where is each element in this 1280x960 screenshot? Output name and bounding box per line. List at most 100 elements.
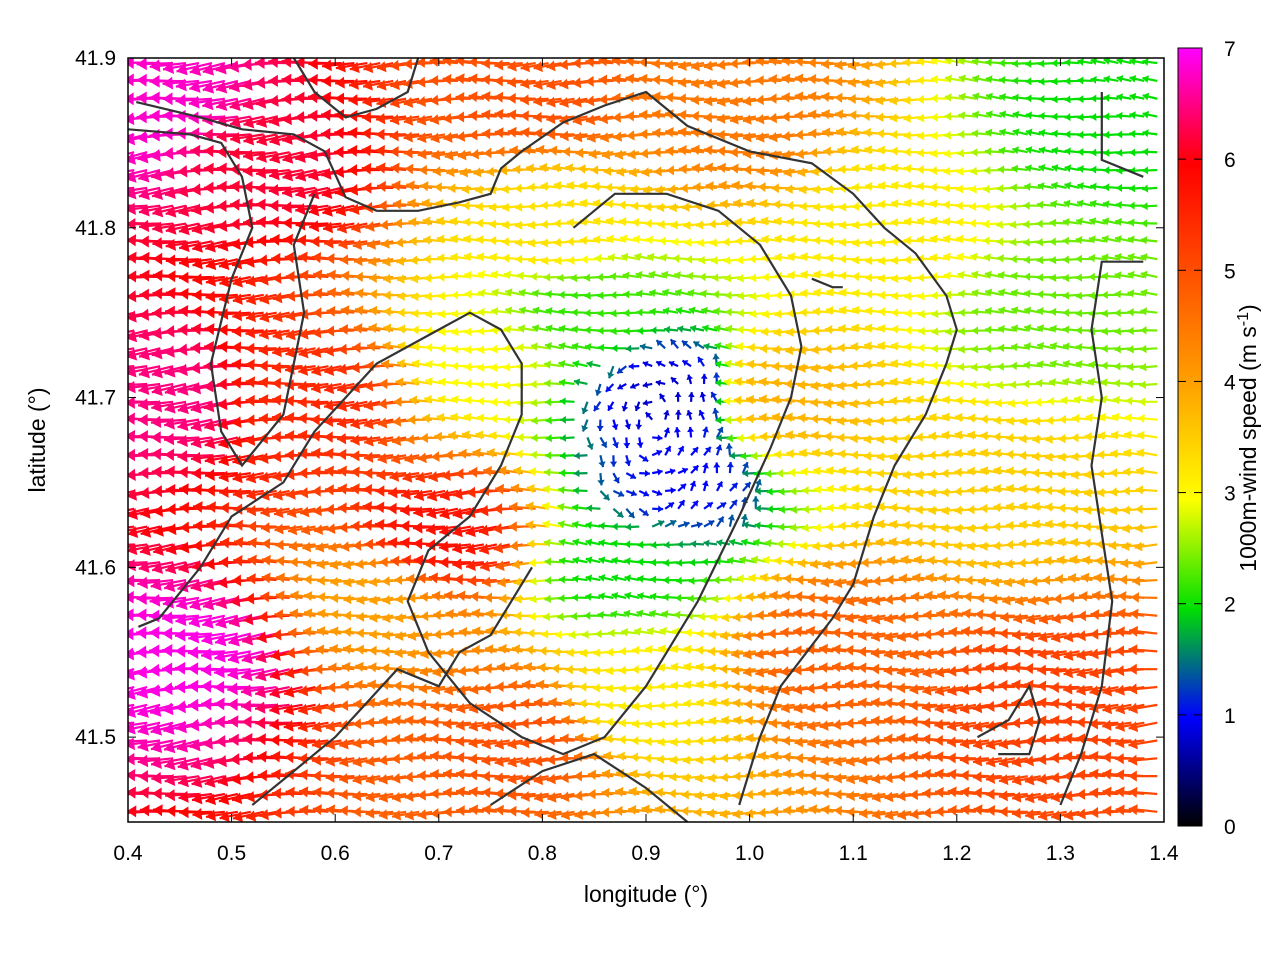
wind-arrow: [1089, 787, 1119, 799]
wind-arrow: [960, 721, 990, 733]
wind-arrow: [1132, 575, 1158, 587]
wind-arrow: [859, 577, 886, 588]
wind-arrow: [404, 809, 433, 821]
wind-arrow: [442, 768, 472, 780]
x-tick-label: 0.7: [424, 842, 453, 865]
wind-arrow: [1115, 804, 1145, 816]
wind-arrow: [597, 610, 614, 620]
wind-arrow: [303, 558, 329, 569]
wind-arrow: [972, 662, 1002, 674]
wind-arrow: [702, 480, 709, 492]
wind-arrow: [572, 574, 588, 583]
wind-arrow: [985, 681, 1015, 693]
wind-arrow: [1129, 148, 1145, 157]
wind-arrow: [405, 573, 433, 585]
x-tick-label: 0.8: [528, 842, 557, 865]
wind-arrow: [355, 661, 381, 672]
wind-arrow: [495, 681, 523, 693]
wind-arrow: [687, 426, 695, 438]
wind-arrow: [326, 681, 355, 693]
wind-arrow: [1076, 700, 1106, 713]
wind-arrow: [677, 93, 705, 104]
y-tick-label: 41.8: [75, 217, 116, 240]
wind-arrow: [1024, 735, 1054, 747]
wind-arrow: [655, 360, 666, 368]
wind-arrow: [560, 434, 575, 442]
wind-arrow: [958, 111, 977, 120]
wind-arrow: [534, 808, 562, 820]
wind-arrow: [998, 146, 1015, 155]
wind-arrow: [1090, 165, 1106, 174]
wind-arrow: [339, 756, 368, 768]
wind-arrow: [204, 558, 238, 571]
wind-arrow: [545, 416, 562, 425]
wind-arrow: [420, 648, 446, 660]
wind-arrow: [354, 679, 381, 691]
wind-arrow: [676, 558, 692, 567]
wind-arrow: [783, 786, 808, 797]
wind-arrow: [297, 721, 329, 733]
wind-arrow: [546, 715, 575, 727]
wind-arrow: [559, 468, 575, 478]
wind-arrow: [528, 558, 549, 568]
wind-arrow: [1128, 804, 1158, 816]
wind-arrow: [921, 701, 951, 713]
wind-arrow: [233, 555, 264, 567]
wind-arrow: [702, 462, 709, 474]
wind-arrow: [731, 648, 756, 659]
wind-arrow: [655, 339, 666, 350]
wind-arrow: [271, 768, 303, 781]
wind-arrow: [527, 539, 549, 549]
wind-arrow: [467, 575, 497, 587]
wind-arrow: [883, 733, 912, 745]
wind-arrow: [558, 485, 575, 495]
wind-arrow: [312, 307, 342, 319]
wind-arrow: [381, 576, 407, 587]
wind-arrow: [299, 804, 329, 816]
wind-arrow: [274, 609, 303, 621]
wind-arrow: [972, 682, 1002, 694]
wind-arrow: [934, 786, 964, 798]
wind-arrow: [690, 540, 705, 548]
wind-arrow: [1049, 218, 1067, 228]
wind-arrow: [743, 164, 769, 175]
wind-arrow: [151, 771, 187, 785]
wind-arrow: [573, 486, 588, 495]
wind-arrow: [819, 593, 847, 605]
wind-arrow: [795, 753, 821, 764]
wind-arrow: [923, 609, 951, 621]
wind-arrow: [972, 721, 1003, 733]
wind-arrow: [442, 93, 471, 105]
wind-arrow: [921, 733, 951, 745]
wind-arrow: [601, 807, 627, 818]
wind-arrow: [455, 752, 484, 763]
wind-arrow: [997, 324, 1015, 334]
wind-arrow: [611, 539, 627, 548]
wind-arrow: [367, 558, 394, 569]
wind-arrow: [1089, 806, 1119, 819]
wind-arrow: [444, 449, 471, 461]
wind-arrow: [481, 576, 510, 588]
wind-arrow: [547, 809, 575, 821]
wind-arrow: [339, 805, 368, 817]
wind-arrow: [987, 610, 1015, 622]
wind-arrow: [846, 773, 873, 785]
wind-arrow: [164, 757, 200, 771]
wind-arrow: [507, 789, 536, 801]
wind-arrow: [831, 699, 860, 711]
wind-arrow: [128, 258, 135, 261]
wind-arrow: [366, 697, 394, 709]
wind-arrow: [586, 504, 601, 513]
wind-arrow: [375, 128, 407, 141]
wind-arrow: [329, 559, 355, 570]
wind-arrow: [857, 716, 886, 728]
wind-arrow: [1127, 308, 1145, 317]
wind-arrow: [245, 414, 277, 427]
wind-arrow: [573, 469, 588, 478]
wind-arrow: [1038, 112, 1054, 121]
wind-arrow: [621, 401, 629, 412]
wind-arrow: [934, 685, 964, 697]
wind-arrow: [176, 596, 213, 611]
wind-arrow: [1025, 94, 1041, 103]
wind-arrow: [664, 92, 692, 103]
